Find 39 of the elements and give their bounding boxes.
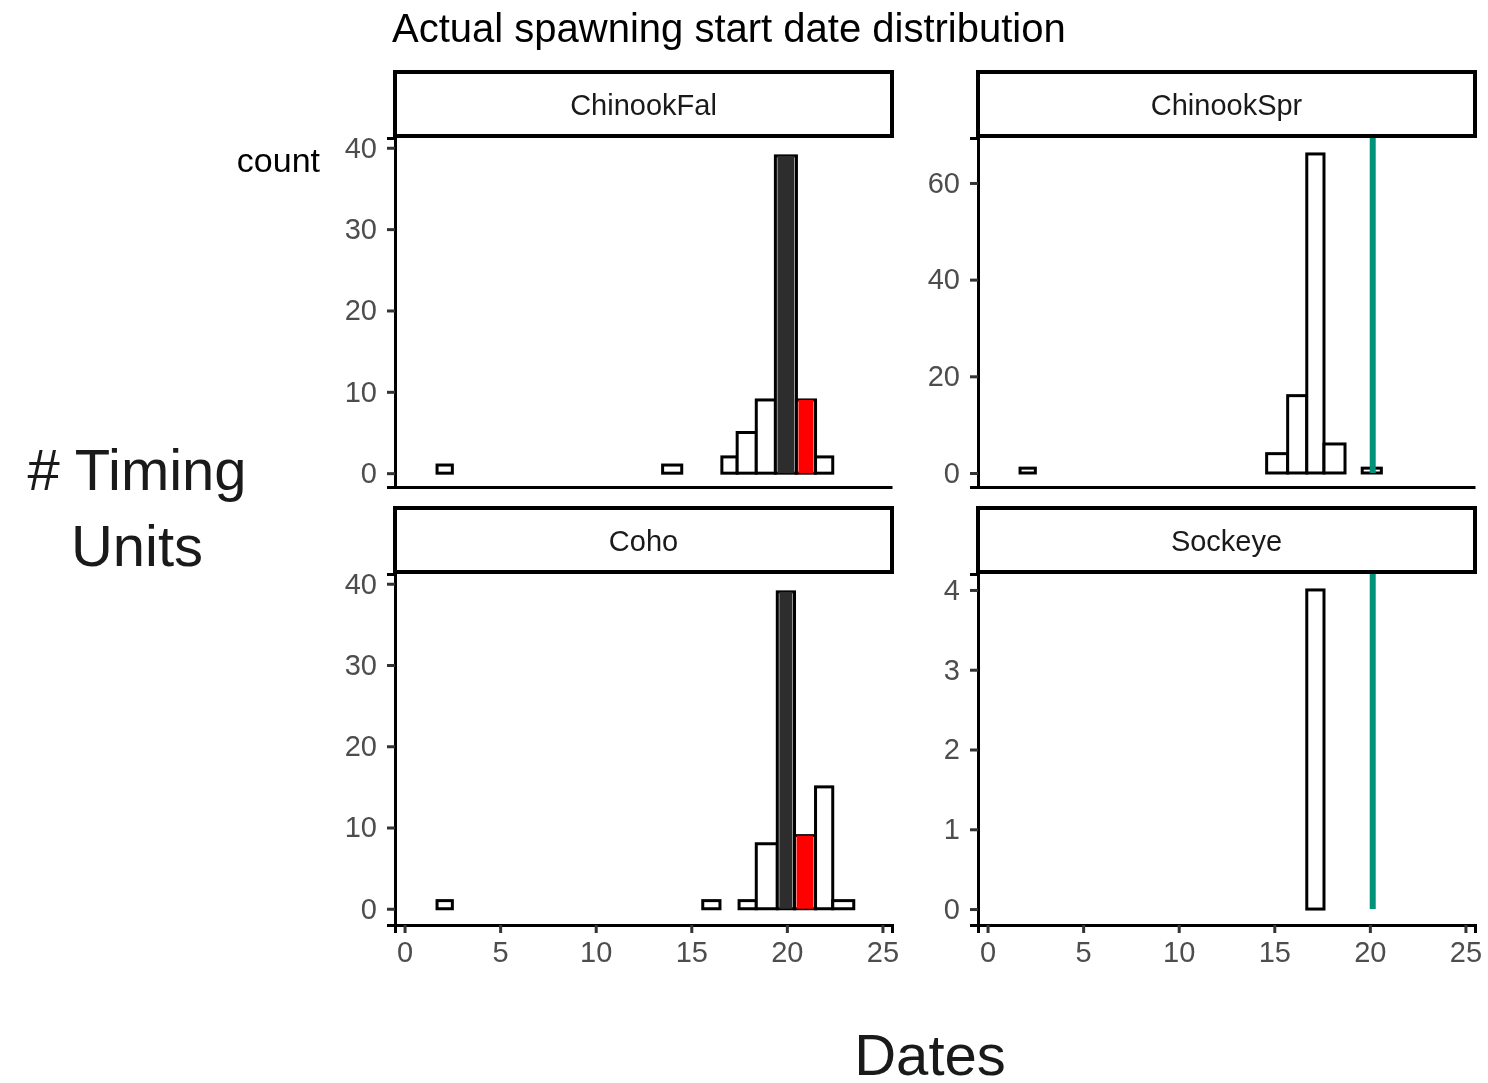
- x-axis-title: Dates: [854, 1022, 1006, 1083]
- chart-title: Sockeye: [1170, 525, 1283, 557]
- y-tick-label: 0: [360, 456, 377, 489]
- x-tick-label: 10: [580, 935, 613, 968]
- y-tick-label: 40: [344, 131, 377, 164]
- x-tick-label: 20: [771, 935, 804, 968]
- y-tick-label: 40: [344, 567, 377, 600]
- y-tick-label: 2: [943, 733, 960, 766]
- y-tick-label: 20: [344, 294, 377, 327]
- y-tick-label: 4: [943, 573, 960, 606]
- y-tick-label: 1: [943, 813, 960, 846]
- x-tick-label: 20: [1354, 935, 1387, 968]
- y-tick-label: 10: [344, 375, 377, 408]
- y-tick-label: 0: [943, 892, 960, 925]
- x-tick-label: 15: [675, 935, 708, 968]
- y-tick-label: 20: [344, 730, 377, 763]
- x-tick-label: 0: [396, 935, 414, 968]
- chart-title: ChinookSpr: [1150, 89, 1303, 121]
- y-tick-label: 30: [344, 212, 377, 245]
- y-tick-label: 30: [344, 648, 377, 681]
- x-tick-label: 10: [1163, 935, 1196, 968]
- y-tick-label: 0: [360, 892, 377, 925]
- y-axis-title: count: [236, 141, 321, 179]
- text: # Timing Units: [27, 437, 247, 578]
- y-tick-label: 40: [927, 263, 960, 296]
- x-tick-label: 0: [979, 935, 997, 968]
- text: Actual spawning start date distribution: [392, 6, 1066, 50]
- x-tick-label: 25: [1449, 935, 1483, 968]
- y-tick-label: 60: [927, 166, 960, 199]
- chart-title: ChinookFal: [570, 89, 717, 121]
- y-tick-label: 3: [943, 653, 960, 686]
- x-tick-label: 5: [492, 935, 509, 968]
- y-tick-label: 10: [344, 811, 377, 844]
- x-tick-label: 25: [866, 935, 900, 968]
- y-tick-label: 0: [943, 456, 960, 489]
- x-tick-label: 5: [1075, 935, 1092, 968]
- chart-title: Coho: [608, 525, 679, 557]
- x-tick-label: 15: [1258, 935, 1291, 968]
- y-tick-label: 20: [927, 360, 960, 393]
